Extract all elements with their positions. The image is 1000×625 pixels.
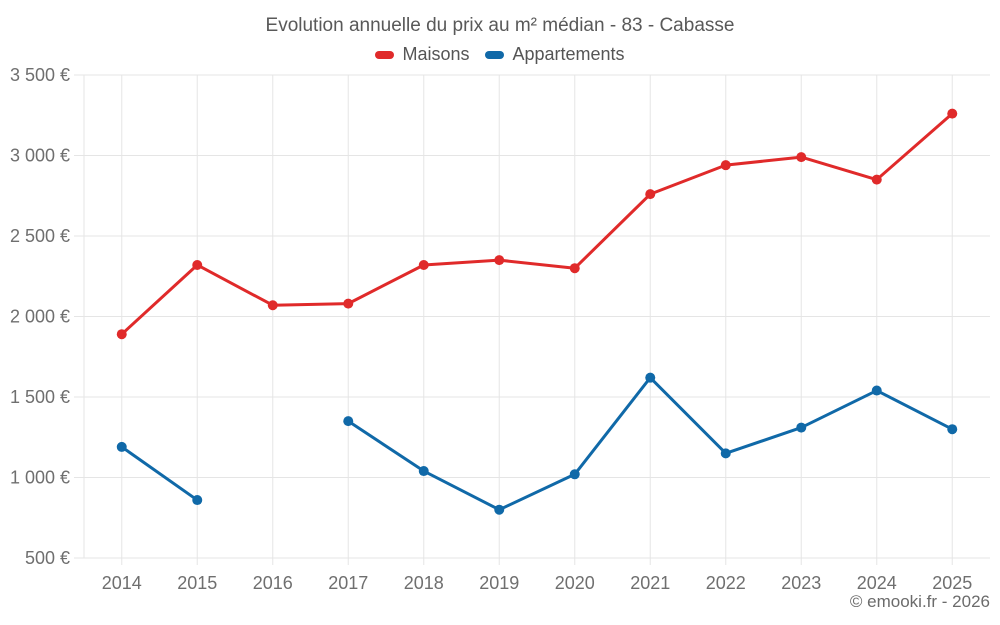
series-line-appartements bbox=[120, 445, 199, 502]
point-maisons-2021 bbox=[645, 189, 656, 200]
legend-item-maisons[interactable]: Maisons bbox=[375, 44, 469, 65]
point-appartements-2025 bbox=[947, 424, 958, 435]
x-tick-label: 2019 bbox=[479, 573, 519, 593]
point-appartements-2023 bbox=[796, 422, 807, 433]
point-appartements-2014 bbox=[116, 441, 127, 452]
point-maisons-2016 bbox=[267, 300, 278, 311]
point-maisons-2014 bbox=[116, 329, 127, 340]
point-appartements-2015 bbox=[192, 495, 203, 506]
legend-swatch-maisons-icon bbox=[375, 50, 395, 59]
legend-swatch-appartements-icon bbox=[485, 50, 505, 59]
point-appartements-2021 bbox=[645, 372, 656, 383]
point-maisons-2024 bbox=[871, 174, 882, 185]
point-maisons-2018 bbox=[418, 259, 429, 270]
y-tick-label: 2 000 € bbox=[10, 307, 70, 327]
point-appartements-2017 bbox=[343, 416, 354, 427]
x-tick-label: 2023 bbox=[781, 573, 821, 593]
point-maisons-2022 bbox=[720, 160, 731, 171]
copyright-credit: © emooki.fr - 2026 bbox=[849, 592, 990, 611]
x-tick-label: 2025 bbox=[932, 573, 972, 593]
series-line-maisons bbox=[120, 112, 954, 336]
chart-legend: Maisons Appartements bbox=[0, 44, 1000, 65]
point-maisons-2023 bbox=[796, 152, 807, 163]
point-appartements-2024 bbox=[871, 385, 882, 396]
point-maisons-2020 bbox=[569, 263, 580, 274]
point-appartements-2020 bbox=[569, 469, 580, 480]
legend-item-appartements[interactable]: Appartements bbox=[485, 44, 625, 65]
legend-label-maisons: Maisons bbox=[402, 44, 470, 64]
point-maisons-2017 bbox=[343, 298, 354, 309]
point-appartements-2018 bbox=[418, 466, 429, 477]
point-appartements-2022 bbox=[720, 448, 731, 459]
x-tick-label: 2021 bbox=[630, 573, 670, 593]
x-tick-label: 2016 bbox=[253, 573, 293, 593]
y-tick-label: 1 000 € bbox=[10, 468, 70, 488]
point-maisons-2025 bbox=[947, 108, 958, 119]
x-tick-label: 2022 bbox=[706, 573, 746, 593]
chart-title: Evolution annuelle du prix au m² médian … bbox=[265, 15, 735, 36]
legend-label-appartements: Appartements bbox=[512, 44, 625, 64]
y-tick-label: 1 500 € bbox=[10, 387, 70, 407]
y-tick-label: 3 000 € bbox=[10, 146, 70, 166]
y-tick-label: 3 500 € bbox=[10, 65, 70, 85]
point-maisons-2015 bbox=[192, 259, 203, 270]
point-appartements-2019 bbox=[494, 504, 505, 515]
x-tick-label: 2015 bbox=[177, 573, 217, 593]
x-tick-label: 2017 bbox=[328, 573, 368, 593]
x-tick-label: 2024 bbox=[857, 573, 897, 593]
x-tick-label: 2018 bbox=[404, 573, 444, 593]
y-tick-label: 500 € bbox=[25, 548, 70, 568]
x-tick-label: 2020 bbox=[555, 573, 595, 593]
point-maisons-2019 bbox=[494, 255, 505, 266]
y-tick-label: 2 500 € bbox=[10, 226, 70, 246]
x-tick-label: 2014 bbox=[102, 573, 142, 593]
